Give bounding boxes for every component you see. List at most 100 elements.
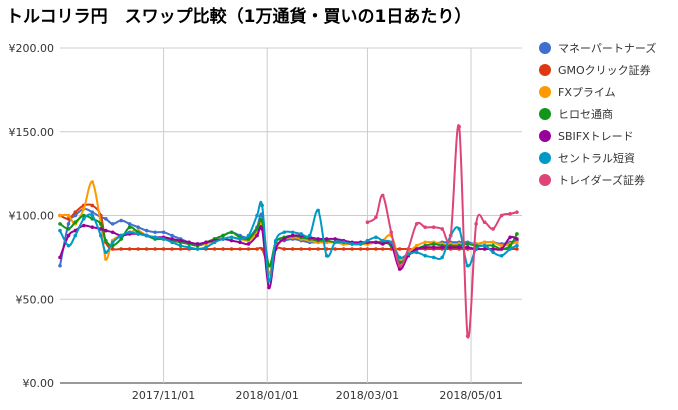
data-point: [229, 230, 234, 235]
data-point: [397, 255, 402, 260]
data-point: [170, 247, 174, 251]
data-point: [136, 232, 140, 236]
data-point: [153, 247, 157, 251]
data-point: [282, 230, 287, 235]
data-point: [119, 247, 123, 251]
series-6: [365, 124, 519, 339]
data-point: [110, 230, 115, 235]
data-point: [221, 237, 225, 241]
data-point: [380, 193, 385, 198]
data-point: [66, 233, 71, 238]
data-point: [90, 213, 95, 218]
data-point: [66, 222, 71, 226]
data-point: [324, 237, 329, 241]
data-point: [221, 233, 225, 238]
data-point: [333, 247, 337, 251]
data-point: [423, 240, 427, 245]
data-point: [212, 247, 217, 251]
data-point: [161, 230, 166, 235]
data-point: [104, 217, 108, 221]
data-point: [307, 233, 312, 238]
data-point: [255, 213, 259, 218]
legend-label: SBIFXトレード: [558, 130, 634, 143]
data-point: [491, 240, 495, 245]
data-point: [333, 237, 337, 241]
data-point: [465, 242, 470, 246]
data-point: [290, 247, 295, 251]
data-point: [229, 247, 234, 251]
legend-marker: [539, 130, 551, 142]
x-tick-label: 2018/01/01: [236, 389, 299, 402]
y-tick-label: ¥100.00: [9, 210, 55, 223]
data-point: [508, 243, 512, 248]
data-point: [127, 230, 132, 235]
data-point: [98, 233, 103, 238]
data-point: [267, 285, 271, 290]
data-point: [136, 247, 140, 251]
data-point: [380, 238, 385, 243]
data-point: [161, 247, 166, 251]
data-point: [515, 243, 519, 248]
data-point: [144, 233, 149, 238]
data-point: [73, 220, 78, 224]
data-point: [104, 228, 108, 233]
legend-marker: [539, 64, 551, 76]
data-point: [374, 247, 378, 251]
data-point: [431, 242, 436, 246]
data-point: [73, 233, 78, 238]
data-point: [423, 225, 427, 230]
data-point: [316, 208, 320, 213]
data-point: [491, 227, 495, 231]
data-point: [66, 227, 71, 231]
data-point: [440, 245, 444, 250]
data-point: [187, 240, 191, 245]
data-point: [238, 240, 242, 245]
data-point: [255, 233, 259, 238]
legend-marker: [539, 174, 551, 186]
data-point: [110, 240, 115, 245]
data-point: [110, 247, 115, 251]
data-point: [255, 227, 259, 231]
data-point: [341, 240, 346, 245]
data-point: [324, 253, 329, 258]
data-point: [98, 222, 103, 226]
x-axis: 2017/11/01 2018/01/01 2018/03/01 2018/05/01: [132, 389, 503, 402]
data-point: [73, 228, 78, 233]
legend-label: ヒロセ通商: [558, 107, 613, 121]
data-point: [482, 240, 487, 245]
plot-area: [58, 124, 519, 339]
data-point: [246, 247, 251, 251]
data-point: [350, 247, 354, 251]
data-point: [238, 237, 242, 241]
data-point: [81, 217, 86, 221]
data-point: [440, 227, 444, 231]
data-point: [299, 232, 303, 236]
data-point: [260, 247, 264, 251]
data-point: [104, 257, 108, 261]
data-point: [374, 215, 378, 219]
data-point: [465, 263, 470, 268]
data-point: [267, 279, 271, 283]
data-point: [465, 334, 470, 338]
legend-label: マネーパートナーズ: [558, 41, 656, 55]
data-point: [397, 247, 402, 251]
data-point: [127, 222, 132, 226]
data-point: [90, 203, 95, 208]
data-point: [66, 243, 71, 248]
data-point: [380, 247, 385, 251]
data-point: [170, 233, 174, 238]
x-tick-label: 2017/11/01: [132, 389, 195, 402]
data-point: [448, 233, 453, 238]
data-point: [491, 243, 495, 248]
data-point: [499, 247, 504, 251]
data-point: [482, 247, 487, 251]
data-point: [307, 247, 312, 251]
data-point: [499, 243, 504, 248]
data-point: [341, 247, 346, 251]
data-point: [204, 245, 208, 250]
data-point: [389, 230, 394, 235]
data-point: [153, 235, 157, 240]
data-point: [290, 230, 295, 235]
data-point: [457, 227, 461, 231]
